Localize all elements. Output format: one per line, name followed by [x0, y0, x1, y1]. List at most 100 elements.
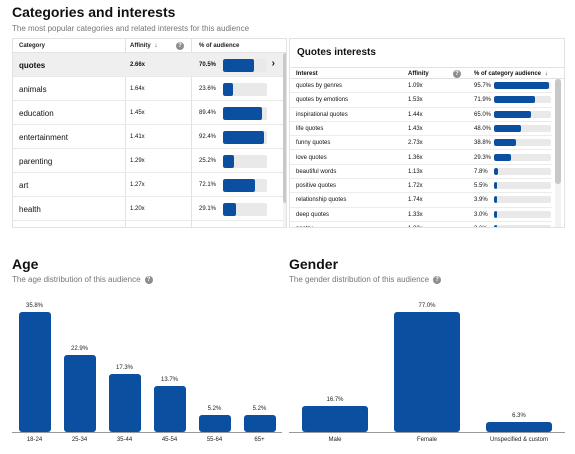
interest-bar-track	[494, 210, 551, 218]
interest-name: life quotes	[296, 125, 324, 132]
category-row[interactable]: quotes 2.66x 70.5% ›	[13, 53, 283, 77]
q-affinity-column-header[interactable]: Affinity	[408, 71, 429, 77]
gender-help-icon[interactable]: ?	[433, 275, 442, 284]
category-name: parenting	[19, 157, 53, 166]
category-bar-fill	[223, 59, 255, 72]
category-row[interactable]: parenting 1.29x 25.2%	[13, 149, 283, 173]
interest-name: poetry	[296, 226, 313, 227]
interest-affinity: 1.36x	[408, 154, 423, 161]
categories-table-header: Category Affinity ↓ ? % of audience	[13, 39, 286, 53]
interest-percent: 38.8%	[474, 140, 492, 147]
categories-scroll-thumb[interactable]	[283, 53, 286, 203]
age-chart-category-label: 25-34	[71, 437, 88, 443]
age-chart-bar	[198, 414, 231, 432]
age-chart-bar	[18, 312, 51, 432]
category-row[interactable]: entertainment 1.41x 92.4%	[13, 125, 283, 149]
category-percent: 23.6%	[199, 86, 217, 92]
interest-name: quotes by emotions	[296, 97, 349, 104]
age-chart-category-label: 35-44	[116, 437, 133, 443]
interest-row[interactable]: deep quotes 1.33x 3.0%	[290, 208, 552, 222]
chevron-right-icon[interactable]: ›	[271, 58, 275, 69]
interest-name: love quotes	[296, 154, 327, 161]
category-affinity: 1.29x	[130, 158, 145, 164]
interest-bar-fill	[494, 124, 522, 132]
category-bar-track	[223, 203, 267, 216]
quotes-interests-scroll-thumb[interactable]	[555, 79, 561, 184]
gender-chart-bar	[394, 312, 460, 432]
category-row[interactable]: education 1.45x 89.4%	[13, 101, 283, 125]
categories-title: Categories and interests	[12, 4, 176, 20]
category-bar-fill	[223, 107, 263, 120]
interest-row[interactable]: quotes by genres 1.09x 95.7%	[290, 79, 552, 94]
category-percent: 72.1%	[199, 182, 217, 188]
interest-row[interactable]: positive quotes 1.72x 5.5%	[290, 179, 552, 194]
interest-row[interactable]: relationship quotes 1.74x 3.9%	[290, 193, 552, 208]
age-chart-category-label: 65+	[254, 437, 265, 443]
interest-bar-track	[494, 82, 551, 89]
category-bar-track	[223, 59, 267, 72]
interest-affinity: 1.33x	[408, 211, 423, 218]
interest-row[interactable]: life quotes 1.43x 48.0%	[290, 122, 552, 137]
category-name: animals	[19, 85, 47, 94]
category-row[interactable]: health 1.20x 29.1%	[13, 197, 283, 221]
interest-column-header[interactable]: Interest	[296, 71, 318, 77]
category-percent: 89.4%	[199, 110, 217, 116]
age-chart-value-label: 22.9%	[70, 346, 88, 353]
interest-name: funny quotes	[296, 140, 331, 147]
interest-name: relationship quotes	[296, 197, 347, 204]
categories-subtitle: The most popular categories and related …	[12, 24, 249, 33]
interest-bar-fill	[494, 210, 497, 218]
age-chart-value-label: 5.2%	[207, 405, 222, 412]
interest-name: inspirational quotes	[296, 111, 348, 118]
interest-percent: 3.9%	[474, 197, 488, 204]
interest-percent: 95.7%	[474, 83, 492, 89]
q-audience-column-header[interactable]: % of category audience ↓	[474, 71, 548, 77]
gender-chart-bar	[302, 405, 368, 432]
affinity-help-icon[interactable]: ?	[176, 42, 184, 50]
interest-bar-track	[494, 110, 551, 118]
category-row[interactable]: animals 1.64x 23.6%	[13, 77, 283, 101]
audience-column-header[interactable]: % of audience	[199, 43, 240, 49]
age-help-icon[interactable]: ?	[144, 275, 153, 284]
age-chart-value-label: 17.3%	[115, 365, 133, 371]
interest-affinity: 1.32x	[408, 226, 423, 227]
age-chart-bar	[63, 355, 96, 432]
category-column-header[interactable]: Category	[19, 43, 46, 49]
age-chart-category-label: 55-64	[206, 437, 223, 443]
categories-table: Category Affinity ↓ ? % of audience quot…	[12, 38, 287, 228]
interest-row[interactable]: funny quotes 2.73x 38.8%	[290, 136, 552, 151]
interest-row[interactable]: beautiful words 1.13x 7.8%	[290, 165, 552, 180]
interest-bar-track	[494, 182, 551, 190]
quotes-interests-header: Interest Affinity ? % of category audien…	[290, 67, 564, 79]
interest-bar-track	[494, 139, 551, 147]
age-chart-bar	[243, 414, 276, 432]
affinity-column-header[interactable]: Affinity ↓	[130, 43, 157, 49]
q-affinity-help-icon[interactable]: ?	[453, 70, 461, 78]
interest-name: positive quotes	[296, 183, 337, 190]
category-percent: 70.5%	[199, 62, 217, 68]
gender-chart-category-label: Male	[328, 437, 342, 443]
category-bar-fill	[223, 131, 264, 144]
gender-chart-value-label: 6.3%	[512, 413, 526, 420]
categories-scrollbar[interactable]	[283, 53, 286, 227]
quotes-interests-scrollbar[interactable]	[555, 79, 561, 227]
interest-row[interactable]: love quotes 1.36x 29.3%	[290, 151, 552, 165]
interest-row[interactable]: quotes by emotions 1.53x 71.9%	[290, 93, 552, 108]
category-bar-fill	[223, 83, 234, 96]
category-name: quotes	[19, 61, 46, 70]
interest-bar-fill	[494, 139, 517, 147]
interest-bar-fill	[494, 182, 498, 190]
category-row[interactable]: art 1.27x 72.1%	[13, 173, 283, 197]
category-name: health	[19, 205, 41, 214]
interest-row[interactable]: poetry 1.32x 2.6%	[290, 222, 552, 227]
age-subtitle-text: The age distribution of this audience	[12, 275, 141, 284]
category-column-divider	[125, 39, 126, 227]
age-chart-value-label: 35.8%	[25, 303, 43, 309]
interest-row[interactable]: inspirational quotes 1.44x 65.0%	[290, 108, 552, 122]
interest-name: deep quotes	[296, 211, 330, 218]
category-bar-fill	[223, 179, 255, 192]
affinity-header-label: Affinity	[130, 43, 151, 49]
category-affinity: 1.64x	[130, 86, 145, 92]
age-chart-axis-line	[12, 432, 282, 433]
interest-percent: 7.8%	[474, 168, 488, 175]
